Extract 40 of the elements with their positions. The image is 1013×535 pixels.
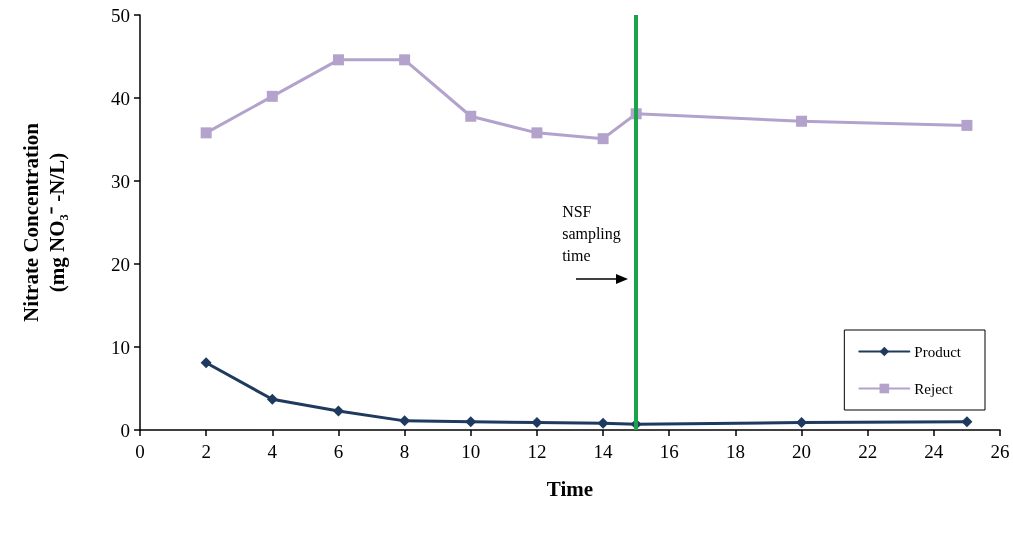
legend-label: Product	[914, 343, 962, 360]
x-tick-label: 4	[267, 441, 278, 462]
y-tick-label: 10	[111, 336, 130, 358]
x-tick-label: 26	[990, 441, 1010, 462]
point	[961, 119, 973, 131]
y-tick-label: 40	[111, 87, 130, 109]
x-tick-label: 20	[792, 441, 812, 462]
point	[200, 357, 212, 369]
point	[465, 110, 477, 122]
x-axis-title: Time	[546, 476, 594, 501]
point	[796, 115, 808, 127]
x-tick-label: 0	[135, 441, 145, 462]
point	[332, 405, 344, 417]
ref-line-label: NSF sampling time	[562, 203, 625, 265]
x-tick-label: 24	[924, 441, 944, 462]
x-tick-label: 14	[593, 441, 614, 462]
x-tick-label: 12	[527, 441, 547, 462]
point	[597, 133, 609, 145]
y-tick-label: 0	[120, 419, 130, 441]
y-tick-label: 50	[111, 4, 130, 26]
legend-label: Reject	[914, 380, 954, 397]
x-tick-label: 2	[201, 441, 211, 462]
point	[332, 54, 344, 66]
point	[961, 416, 973, 428]
x-tick-label: 16	[659, 441, 679, 462]
y-axis-title: Nitrate Concentration (mg NO₃⁻ -N/L)	[19, 122, 69, 322]
y-tick-label: 20	[111, 253, 130, 275]
x-tick-label: 6	[333, 441, 344, 462]
point	[465, 416, 477, 428]
y-tick-label: 30	[111, 170, 130, 192]
point	[531, 127, 543, 139]
point	[399, 54, 411, 66]
x-tick-label: 18	[725, 441, 745, 462]
x-tick-label: 10	[461, 441, 481, 462]
point	[200, 127, 212, 139]
point	[266, 90, 278, 102]
point	[597, 417, 609, 429]
x-tick-label: 22	[858, 441, 878, 462]
point	[266, 393, 278, 405]
x-tick-label: 8	[399, 441, 410, 462]
